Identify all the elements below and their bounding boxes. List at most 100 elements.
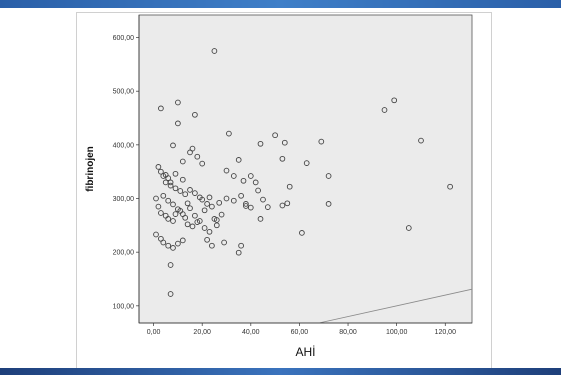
scatter-point xyxy=(299,230,305,236)
y-tick-label: 100,00 xyxy=(113,303,135,310)
scatter-point xyxy=(189,223,196,230)
x-tick-label: 80,00 xyxy=(339,329,357,336)
scatter-point xyxy=(255,187,261,194)
scatter-point xyxy=(209,203,215,210)
scatter-point xyxy=(175,120,181,127)
scatter-point xyxy=(192,111,198,118)
scatter-point xyxy=(172,170,179,177)
scatter-point xyxy=(272,132,278,139)
scatter-point xyxy=(204,201,210,207)
scatter-point xyxy=(447,183,453,190)
scatter-point xyxy=(167,182,174,189)
reference-line xyxy=(318,288,473,324)
scatter-point xyxy=(260,196,266,203)
scatter-point xyxy=(238,192,244,199)
scatter-point xyxy=(235,157,242,163)
scatter-point xyxy=(257,140,264,147)
scatter-point xyxy=(381,107,388,113)
scatter-point xyxy=(153,231,159,238)
scatter-point xyxy=(221,239,227,246)
scatter-point xyxy=(286,183,293,190)
scatter-point xyxy=(167,291,174,297)
scatter-point xyxy=(201,207,208,214)
x-tick-label: 100,00 xyxy=(386,329,408,336)
scatter-point xyxy=(189,145,196,152)
scatter-point xyxy=(243,203,249,209)
scatter-point xyxy=(179,237,186,244)
scatter-point xyxy=(172,211,179,217)
y-tick-label: 500,00 xyxy=(113,89,135,96)
scatter-point xyxy=(170,142,176,149)
scatter-point xyxy=(264,204,271,210)
plot-area xyxy=(138,14,473,324)
scatter-point xyxy=(175,99,181,106)
y-tick-label: 200,00 xyxy=(113,250,135,257)
scatter-point xyxy=(187,149,193,156)
scatter-point xyxy=(218,211,225,218)
scatter-point xyxy=(279,155,286,162)
scatter-point xyxy=(211,48,218,54)
scatter-point xyxy=(318,138,325,145)
scatter-point xyxy=(175,240,181,247)
scatter-point xyxy=(172,185,179,192)
scatter-point xyxy=(206,228,213,235)
scatter-point xyxy=(243,201,249,207)
scatter-point xyxy=(192,212,198,219)
x-axis-title: AHİ xyxy=(295,345,315,359)
scatter-point xyxy=(162,172,169,178)
scatter-point xyxy=(175,206,181,213)
scatter-point xyxy=(230,173,237,179)
scatter-point xyxy=(226,130,232,137)
scatter-point xyxy=(187,187,193,193)
scatter-point xyxy=(201,225,208,231)
scatter-point xyxy=(165,242,172,249)
scatter-point xyxy=(230,197,237,204)
scatter-point xyxy=(223,167,230,174)
scatter-point xyxy=(213,222,220,229)
scatter-point xyxy=(167,262,174,268)
scatter-point xyxy=(206,194,213,201)
y-tick-label: 600,00 xyxy=(113,35,135,42)
y-tick-label: 400,00 xyxy=(113,142,135,149)
scatter-point xyxy=(184,221,191,228)
scatter-point xyxy=(223,195,230,202)
scatter-point xyxy=(170,218,176,224)
scatter-point xyxy=(158,168,164,175)
scatter-point xyxy=(257,216,264,222)
scatter-point xyxy=(165,216,172,222)
scatter-point xyxy=(160,239,167,246)
scatter-point xyxy=(216,199,223,206)
scatter-point xyxy=(405,225,412,231)
scatter-point xyxy=(213,217,220,223)
x-tick-label: 120,00 xyxy=(435,329,457,336)
scatter-chart: 0,00 20,00 40,00 60,00 80,00 100,00 120,00 100… xyxy=(85,14,473,359)
scatter-point xyxy=(281,139,288,146)
scatter-point xyxy=(325,173,332,179)
scatter-point xyxy=(179,176,186,183)
scatter-point xyxy=(167,179,174,186)
scatter-point xyxy=(204,236,210,243)
scatter-point xyxy=(247,173,254,179)
scatter-point xyxy=(196,218,203,224)
scatter-point xyxy=(170,245,176,251)
scatter-point xyxy=(391,97,398,104)
scatter-point xyxy=(240,177,247,184)
scatter-point xyxy=(252,179,259,186)
scatter-point xyxy=(303,160,310,166)
scatter-point xyxy=(155,164,162,170)
chart-figure: 0,00 20,00 40,00 60,00 80,00 100,00 120,00 100… xyxy=(76,12,492,374)
scatter-point xyxy=(284,200,291,207)
x-tick-label: 60,00 xyxy=(291,329,309,336)
scatter-point xyxy=(160,192,167,199)
scatter-point xyxy=(158,210,164,216)
scatter-point xyxy=(199,160,206,167)
scatter-point xyxy=(187,205,193,212)
x-tick-label: 40,00 xyxy=(242,329,260,336)
scatter-point xyxy=(194,153,201,160)
y-axis-title: fibrinojen xyxy=(85,146,96,192)
scatter-point xyxy=(196,194,203,201)
scatter-point xyxy=(165,197,172,204)
scatter-point xyxy=(182,191,189,198)
scatter-point xyxy=(418,137,424,144)
scatter-point xyxy=(325,201,332,207)
